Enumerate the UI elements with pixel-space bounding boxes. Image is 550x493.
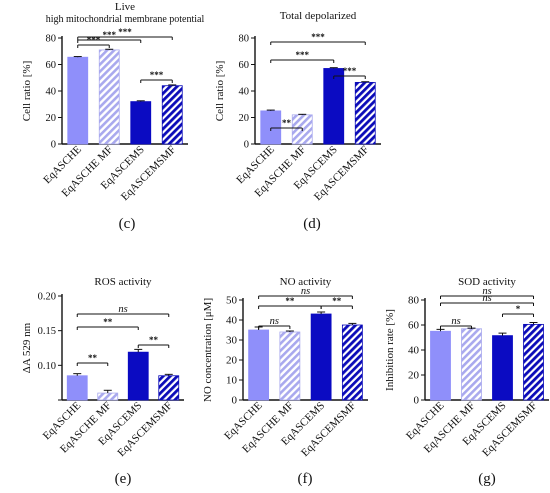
y-tick-label: 0 [244, 140, 249, 151]
y-tick-label: 40 [46, 87, 57, 98]
chart-title: Live [115, 1, 135, 13]
significance-label: ** [285, 296, 295, 306]
panel-caption: (g) [478, 471, 496, 487]
y-tick-label: 60 [239, 60, 250, 71]
bar [279, 331, 301, 401]
significance-label: ns [482, 293, 491, 304]
y-tick-label: 60 [46, 60, 57, 71]
x-tick-label-text: EqASCEMSMF [480, 400, 539, 459]
bar [158, 375, 180, 401]
x-tick-label: EqASCEMSMF [119, 144, 178, 203]
significance-label: ** [149, 335, 159, 345]
bar [461, 328, 482, 401]
significance-label: *** [296, 50, 310, 60]
significance-label: ** [332, 296, 342, 306]
y-tick-label: 40 [226, 315, 238, 327]
bar [430, 330, 451, 401]
y-tick-label: 40 [239, 87, 250, 98]
chart-panel-g: SOD activity 0 20 40 60 80 Inhibition rate [%]… [384, 276, 549, 487]
x-tick-label: EqASCEMSMF [312, 144, 371, 203]
significance-label: ns [451, 316, 460, 327]
y-tick-label: 20 [408, 370, 420, 382]
x-tick-label: EqASCEMSMF [299, 400, 358, 459]
x-tick-label-text: EqASCEMSMF [299, 400, 358, 459]
bar [127, 351, 149, 401]
y-tick-label: 60 [408, 320, 420, 332]
x-tick-label-text: EqASCEMSMF [119, 144, 178, 203]
bar [161, 85, 183, 145]
significance-label: * [516, 304, 521, 314]
y-axis-label: NO concentration [μM] [202, 298, 214, 402]
y-axis-label: Cell ratio [%] [214, 61, 226, 121]
chart-panel-d: Total depolarized 0 20 40 60 80 Cell ratio [%]… [214, 10, 381, 232]
chart-title: Total depolarized [280, 10, 357, 22]
chart-panel-f: NO activity 0 10 20 30 40 50 NO concentration [… [202, 276, 368, 487]
x-tick-label: EqASCEMSMF [480, 400, 539, 459]
bar [354, 81, 376, 145]
significance-label: *** [118, 27, 132, 37]
bar [310, 313, 332, 401]
panel-caption: (f) [298, 471, 313, 487]
chart-subtitle: high mitochondrial membrane potential [46, 14, 205, 25]
y-tick-label: 20 [239, 113, 250, 124]
y-tick-label: 30 [226, 335, 238, 347]
y-tick-label: 80 [46, 34, 57, 45]
significance-label: *** [311, 32, 325, 42]
significance-label: *** [343, 66, 357, 76]
bar [260, 110, 282, 145]
bar [98, 49, 120, 145]
significance-label: ** [282, 118, 292, 128]
significance-label: ns [270, 316, 279, 327]
chart-title: ROS activity [94, 276, 152, 288]
x-tick-label: EqASCEMSMF [115, 400, 174, 459]
bar [67, 56, 89, 145]
bar [323, 68, 345, 145]
panel-caption: (d) [303, 216, 321, 232]
x-tick-label-text: EqASCEMSMF [312, 144, 371, 203]
y-tick-label: 40 [408, 345, 420, 357]
bar [523, 323, 544, 401]
y-tick-label: 20 [46, 113, 57, 124]
y-tick-label: 0 [414, 395, 420, 407]
significance-label: ** [103, 317, 113, 327]
bar [66, 375, 88, 401]
chart-title: NO activity [280, 276, 332, 288]
chart-title: SOD activity [458, 276, 516, 288]
bar [492, 335, 513, 401]
y-tick-label: 0 [51, 140, 56, 151]
significance-label: *** [150, 70, 164, 80]
y-tick-label: 0.20 [38, 292, 56, 303]
y-tick-label: 0.15 [38, 326, 56, 337]
y-tick-label: 50 [226, 295, 238, 307]
y-tick-label: 10 [226, 375, 238, 387]
y-axis-label: ΔA 529 nm [21, 322, 33, 373]
significance-label: ns [118, 304, 127, 315]
bar [130, 101, 152, 145]
y-axis-label: Cell ratio [%] [21, 61, 33, 121]
y-tick-label: 0.10 [38, 361, 56, 372]
y-tick-label: 20 [226, 355, 238, 367]
y-tick-label: 80 [408, 295, 420, 307]
significance-label: ** [88, 353, 98, 363]
significance-label: ns [482, 286, 491, 297]
bar [248, 329, 270, 401]
y-axis-label: Inhibition rate [%] [384, 309, 396, 391]
x-tick-label-text: EqASCEMSMF [115, 400, 174, 459]
panel-caption: (c) [119, 216, 136, 232]
significance-label: ns [301, 286, 310, 297]
bar [341, 324, 363, 401]
y-tick-label: 80 [239, 34, 250, 45]
significance-label: *** [103, 30, 117, 40]
bar [97, 392, 119, 401]
panel-caption: (e) [115, 471, 132, 487]
y-tick-label: 0 [232, 395, 238, 407]
